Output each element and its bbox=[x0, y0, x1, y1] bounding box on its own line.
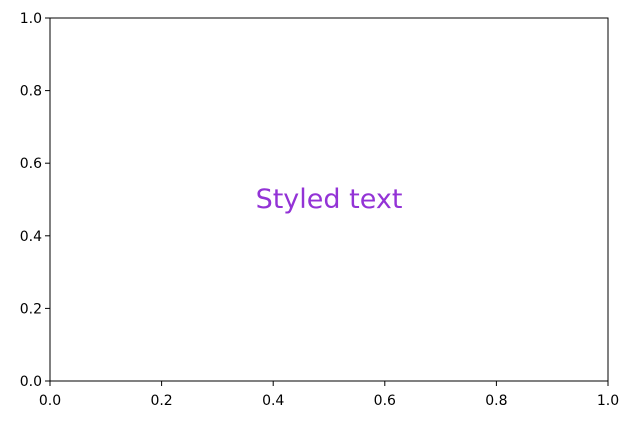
x-tick-label: 0.2 bbox=[150, 393, 172, 409]
x-tick-label: 0.8 bbox=[485, 393, 507, 409]
x-tick-label: 0.4 bbox=[262, 393, 284, 409]
x-axis: 0.0 0.2 0.4 0.6 0.8 1.0 bbox=[39, 381, 619, 409]
x-tick-label: 0.6 bbox=[374, 393, 396, 409]
y-tick-label: 0.8 bbox=[20, 84, 42, 100]
styled-text-annotation: Styled text bbox=[256, 184, 403, 215]
x-tick-label: 1.0 bbox=[597, 393, 619, 409]
y-tick-label: 0.4 bbox=[20, 229, 42, 245]
y-tick-label: 0.6 bbox=[20, 156, 42, 172]
y-tick-label: 0.2 bbox=[20, 301, 42, 317]
x-tick-label: 0.0 bbox=[39, 393, 61, 409]
plot-area bbox=[49, 17, 609, 382]
y-tick-label: 0.0 bbox=[20, 374, 42, 390]
y-axis: 0.0 0.2 0.4 0.6 0.8 1.0 bbox=[20, 11, 50, 390]
y-tick-label: 1.0 bbox=[20, 11, 42, 27]
annotations: Styled text bbox=[256, 184, 403, 215]
